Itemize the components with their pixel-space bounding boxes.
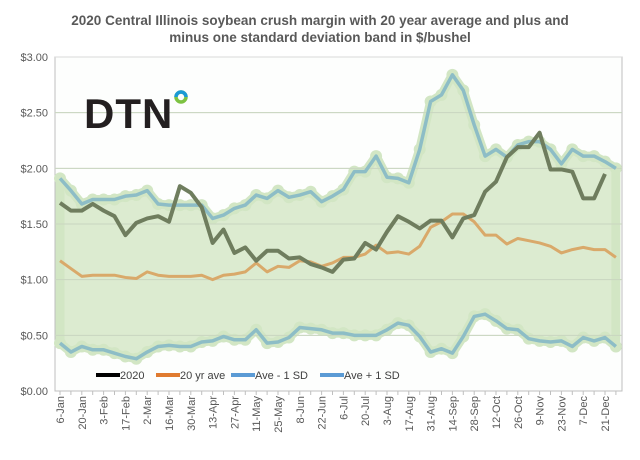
y-tick-label: $0.50 bbox=[20, 330, 48, 342]
x-tick-label: 6-Jan bbox=[55, 396, 67, 424]
x-tick-label: 25-May bbox=[273, 396, 285, 433]
series-20yr-ave-line bbox=[59, 212, 617, 282]
x-tick-label: 28-Sep bbox=[469, 396, 481, 431]
x-tick-label: 2-Mar bbox=[142, 396, 154, 425]
x-tick-label: 8-Jun bbox=[295, 396, 307, 424]
x-tick-label: 31-Aug bbox=[426, 396, 438, 431]
x-tick-label: 3-Aug bbox=[382, 396, 394, 425]
chart-title-line2: minus one standard deviation band in $/b… bbox=[169, 30, 471, 45]
legend-label: Ave - 1 SD bbox=[255, 370, 308, 382]
x-tick-label: 20-Jul bbox=[360, 396, 372, 426]
x-tick-label: 16-Mar bbox=[164, 396, 176, 431]
dtn-logo: DTN bbox=[84, 90, 173, 137]
x-tick-label: 23-Nov bbox=[556, 396, 568, 432]
x-tick-label: 27-Apr bbox=[229, 396, 241, 429]
y-tick-label: $2.50 bbox=[20, 108, 48, 120]
x-tick-label: 17-Feb bbox=[120, 396, 132, 431]
x-tick-label: 21-Dec bbox=[600, 396, 612, 432]
x-tick-label: 17-Aug bbox=[404, 396, 416, 431]
x-tick-label: 6-Jul bbox=[338, 396, 350, 420]
x-tick-label: 20-Jan bbox=[77, 396, 89, 430]
legend-label: Ave + 1 SD bbox=[344, 370, 400, 382]
series-ave-minus-sd-line bbox=[58, 312, 618, 361]
y-tick-label: $2.00 bbox=[20, 163, 48, 175]
x-tick-label: 11-May bbox=[251, 396, 263, 432]
series-ave-plus-sd-line bbox=[58, 73, 617, 221]
x-tick-label: 3-Feb bbox=[99, 396, 111, 425]
y-tick-label: $1.00 bbox=[20, 275, 48, 287]
x-tick-label: 22-Jun bbox=[317, 396, 329, 430]
legend-label: 2020 bbox=[120, 370, 144, 382]
chart-title: 2020 Central Illinois soybean crush marg… bbox=[0, 12, 640, 46]
x-tick-label: 30-Mar bbox=[186, 396, 198, 431]
y-tick-label: $3.00 bbox=[20, 52, 48, 64]
legend-label: 20 yr ave bbox=[180, 370, 225, 382]
x-tick-label: 7-Dec bbox=[578, 396, 590, 426]
x-tick-label: 26-Oct bbox=[513, 396, 525, 429]
x-tick-label: 12-Oct bbox=[491, 396, 503, 429]
dtn-logo-dot-top-icon bbox=[174, 90, 188, 98]
y-tick-label: $1.50 bbox=[20, 219, 48, 231]
x-tick-label: 13-Apr bbox=[208, 396, 220, 429]
y-tick-label: $0.00 bbox=[20, 386, 48, 398]
x-tick-label: 14-Sep bbox=[447, 396, 459, 431]
chart-title-line1: 2020 Central Illinois soybean crush marg… bbox=[71, 13, 569, 28]
x-tick-label: 9-Nov bbox=[535, 396, 547, 426]
